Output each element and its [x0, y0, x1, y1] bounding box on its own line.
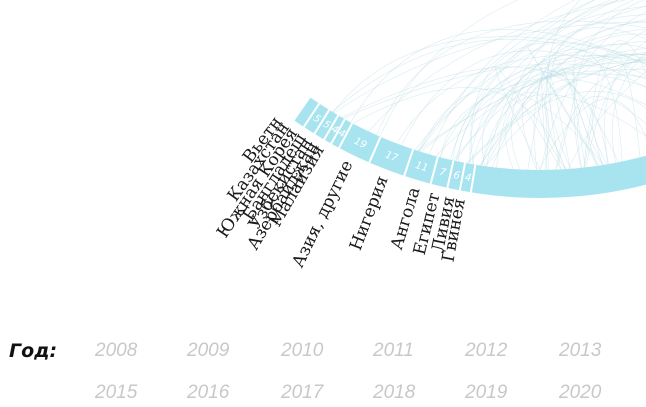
chord-line: [480, 70, 603, 166]
chord-line: [540, 11, 646, 171]
segment-value-label: 4: [464, 172, 472, 184]
segment-value-label: 4: [336, 128, 347, 141]
chord-line: [611, 52, 646, 163]
chord-line: [485, 59, 646, 167]
chord-line: [485, 30, 646, 167]
chord-line: [547, 0, 581, 169]
segment-value-label: 6: [452, 170, 460, 182]
chord-line: [533, 14, 646, 171]
chord-line: [450, 0, 596, 160]
chord-line: [584, 56, 641, 168]
chord-line: [510, 0, 635, 170]
chord-line: [485, 68, 619, 167]
year-option-2019[interactable]: 2019: [465, 382, 508, 403]
segment-divider: [368, 136, 382, 163]
chord-line: [568, 70, 646, 170]
segment-value-label: 4: [329, 124, 340, 137]
year-option-2016[interactable]: 2016: [187, 382, 230, 403]
segment-divider: [313, 109, 331, 135]
segment-divider: [323, 114, 340, 141]
year-option-2008[interactable]: 2008: [95, 340, 138, 361]
year-option-2015[interactable]: 2015: [95, 382, 138, 403]
segment-divider: [446, 160, 455, 189]
year-option-2017[interactable]: 2017: [281, 382, 324, 403]
chord-line: [455, 49, 623, 162]
segment-divider: [338, 122, 354, 149]
chord-line: [376, 20, 646, 136]
chord-line: [401, 50, 646, 146]
chord-line: [379, 0, 519, 137]
chord-line: [332, 39, 646, 113]
year-option-2011[interactable]: 2011: [373, 340, 414, 361]
chord-line: [352, 87, 566, 170]
segment-divider: [469, 164, 477, 193]
chord-lines: [332, 0, 646, 171]
chord-line: [481, 94, 646, 166]
ring-band: [294, 97, 646, 198]
year-selector: Год: 2008 2009 2010 2011 2012 2013 2015 2016 20…: [0, 330, 646, 407]
chord-line: [538, 98, 646, 171]
year-option-2013[interactable]: 2013: [559, 340, 602, 361]
chord-line: [527, 67, 586, 170]
chord-line: [537, 28, 646, 170]
segment-value-label: 17: [384, 150, 400, 165]
segment-value-label: 11: [414, 160, 429, 174]
chord-line: [396, 54, 646, 144]
segment-value-label: 5: [321, 119, 332, 132]
year-option-2009[interactable]: 2009: [187, 340, 230, 361]
chord-line: [350, 29, 646, 123]
chord-line: [527, 46, 600, 166]
year-option-2020[interactable]: 2020: [559, 382, 602, 403]
chord-line: [555, 57, 646, 170]
chord-line: [467, 91, 646, 164]
chord-line: [549, 27, 646, 170]
chord-line: [455, 6, 646, 162]
chord-line: [428, 0, 576, 155]
chord-line: [585, 41, 646, 168]
chord-line: [341, 66, 609, 165]
segment-value-label: 19: [352, 136, 368, 151]
chord-line: [468, 0, 619, 164]
chord-line: [418, 0, 619, 152]
outer-ring: [294, 97, 646, 198]
chord-line: [471, 19, 646, 165]
chord-line: [573, 0, 645, 168]
chord-line: [418, 88, 604, 166]
chord-line: [591, 65, 646, 165]
segment-divider: [330, 118, 346, 145]
segment-divider: [458, 162, 467, 191]
segment-divider: [429, 156, 439, 185]
chord-line: [418, 0, 595, 152]
chord-line: [545, 57, 597, 170]
chord-line: [343, 63, 646, 119]
country-label: Нигерия: [346, 173, 393, 253]
segment-value-label: 7: [438, 167, 447, 179]
chord-line: [368, 0, 628, 132]
segment-divider: [403, 149, 415, 177]
segment-value-label: 5: [311, 113, 322, 126]
year-option-2018[interactable]: 2018: [373, 382, 416, 403]
chord-line: [544, 79, 646, 170]
chord-line: [496, 0, 612, 168]
year-selector-label: Год:: [9, 340, 58, 362]
chord-line: [414, 5, 646, 151]
chord-line: [480, 33, 646, 166]
year-option-2010[interactable]: 2010: [281, 340, 324, 361]
chord-line: [420, 53, 646, 153]
segment-divider: [302, 103, 321, 128]
year-option-2012[interactable]: 2012: [465, 340, 508, 361]
chord-line: [521, 72, 646, 171]
chord-line: [332, 36, 646, 113]
